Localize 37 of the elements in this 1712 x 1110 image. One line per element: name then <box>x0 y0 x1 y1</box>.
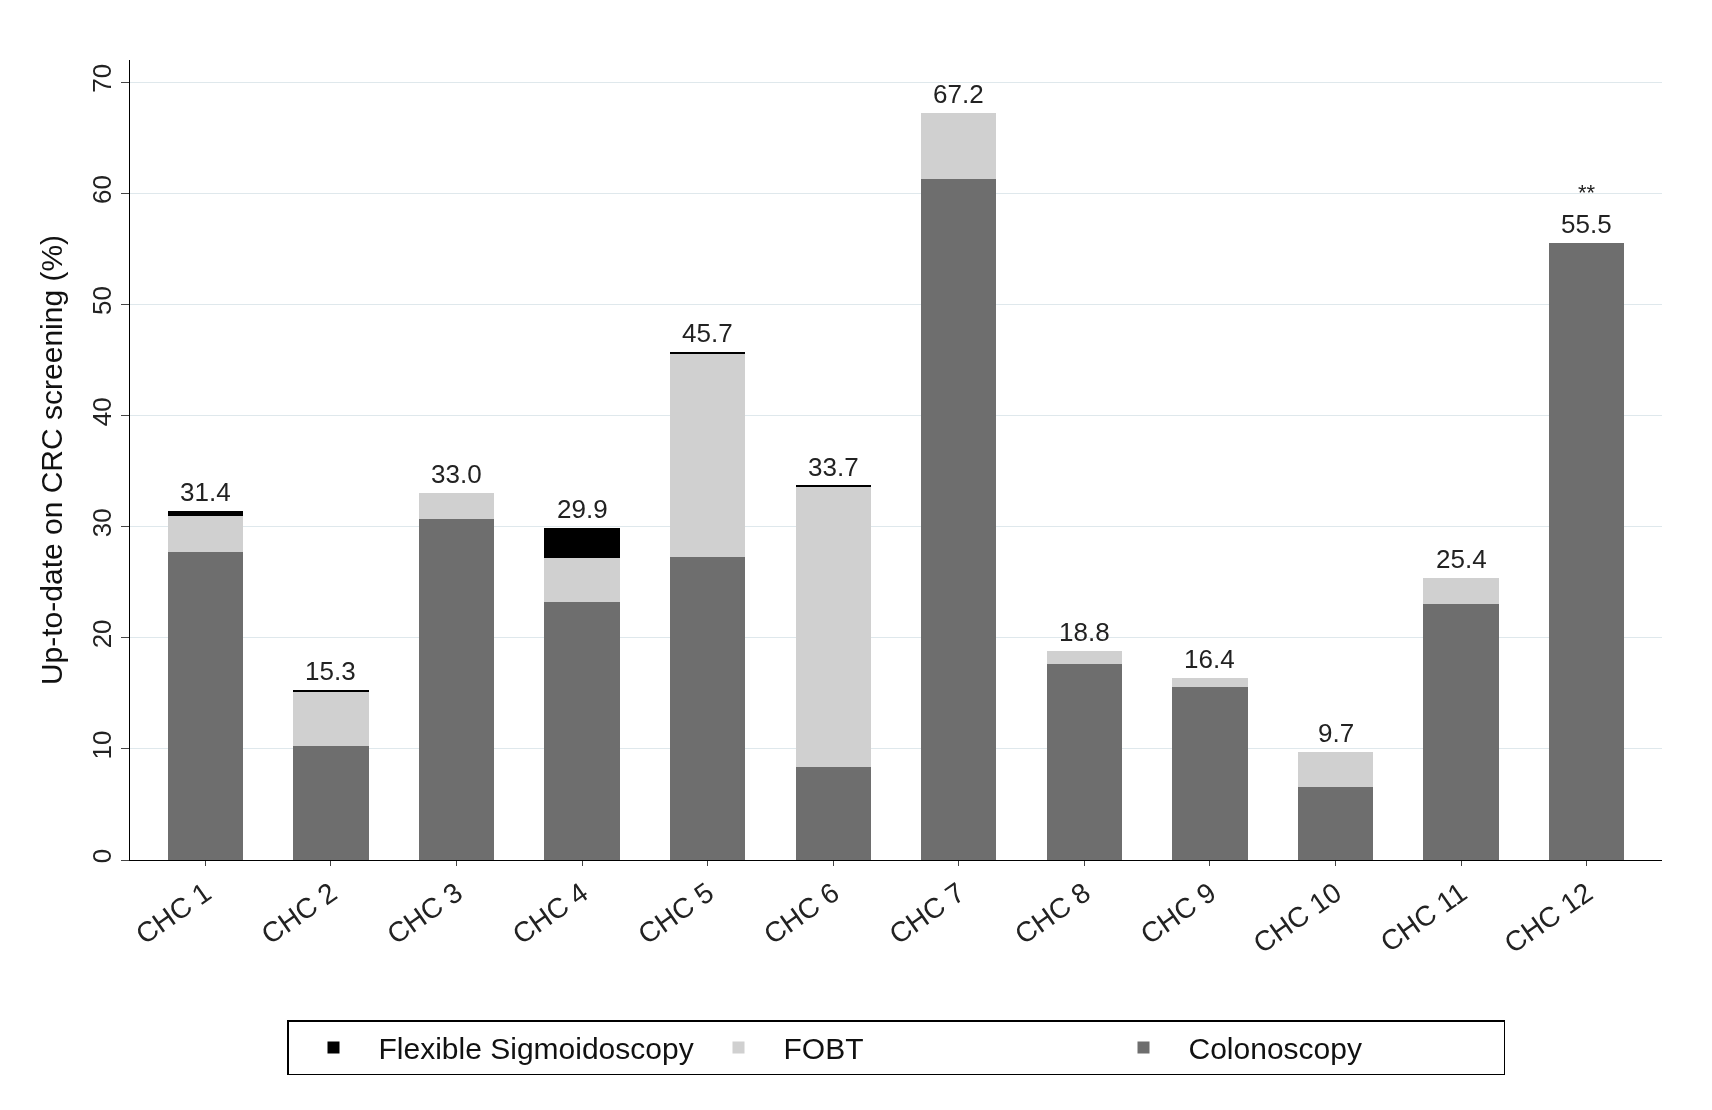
legend-label: Colonoscopy <box>1188 1032 1362 1066</box>
y-tick-label: 60 <box>86 174 117 204</box>
y-tick-label: 10 <box>86 730 117 760</box>
y-tick-label: 20 <box>86 619 117 649</box>
total-label: 33.0 <box>431 459 482 489</box>
total-label: 67.2 <box>933 79 984 109</box>
x-tick-label: CHC 9 <box>1134 876 1222 951</box>
x-tick-label: CHC 1 <box>130 876 217 951</box>
x-tick-label: CHC 4 <box>506 876 594 951</box>
total-label: 18.8 <box>1059 617 1110 647</box>
y-axis-title: Up-to-date on CRC screening (%) <box>34 234 68 686</box>
y-tick-label: 30 <box>86 508 117 538</box>
legend-label: FOBT <box>783 1032 864 1066</box>
total-label: 16.4 <box>1184 644 1235 674</box>
x-tick-label: CHC 7 <box>883 876 971 951</box>
x-tick-label: CHC 2 <box>255 876 343 951</box>
x-tick-label: CHC 3 <box>381 876 468 951</box>
x-tick-label: CHC 11 <box>1374 876 1473 958</box>
total-label: 55.5 <box>1561 209 1612 239</box>
total-label: 29.9 <box>557 494 608 524</box>
y-tick-label: 50 <box>86 286 117 315</box>
y-tick-label: 40 <box>86 397 117 427</box>
x-tick-label: CHC 12 <box>1498 876 1599 960</box>
x-tick-label: CHC 6 <box>758 876 845 951</box>
y-tick-label: 70 <box>86 63 117 93</box>
x-tick-label: CHC 5 <box>632 876 720 951</box>
x-tick-label: CHC 8 <box>1009 876 1096 951</box>
total-label: 33.7 <box>808 452 859 482</box>
total-label: 15.3 <box>305 656 356 686</box>
y-tick-label: 0 <box>86 848 117 864</box>
total-label: 45.7 <box>682 318 733 348</box>
annotation: ** <box>1578 180 1596 205</box>
legend-label: Flexible Sigmoidoscopy <box>378 1032 694 1066</box>
total-label: 25.4 <box>1436 544 1487 574</box>
total-label: 31.4 <box>180 477 231 507</box>
total-label: 9.7 <box>1318 718 1355 748</box>
x-tick-label: CHC 10 <box>1247 876 1347 960</box>
